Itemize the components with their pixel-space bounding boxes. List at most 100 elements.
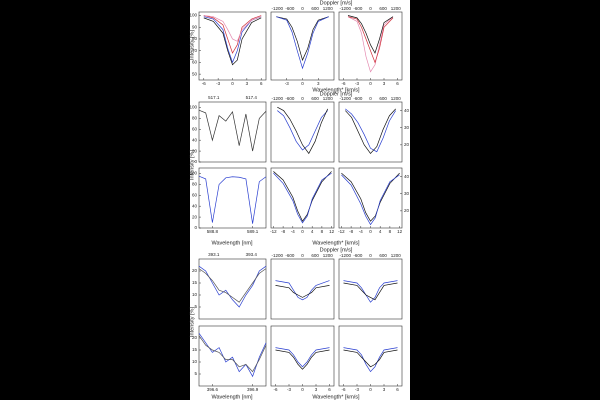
x-axis-label: Wavelength* [km/s] bbox=[312, 240, 360, 246]
doppler-tick-label: 0 bbox=[301, 253, 304, 258]
y-tick-label: 20 bbox=[404, 208, 410, 213]
series-line bbox=[198, 109, 267, 152]
doppler-tick-label: 0 bbox=[369, 6, 372, 11]
x-tick-label: 8 bbox=[389, 229, 392, 234]
x-tick-label: -6 bbox=[341, 387, 345, 392]
doppler-tick-label: 1200 bbox=[391, 6, 402, 11]
series-line bbox=[345, 108, 396, 153]
doppler-tick-label: 600 bbox=[379, 6, 387, 11]
x-tick-label: 6 bbox=[396, 387, 399, 392]
x-tick-label: -3 bbox=[287, 387, 291, 392]
series-line bbox=[343, 349, 398, 368]
y-tick-label: 40 bbox=[404, 174, 410, 179]
series-line bbox=[275, 349, 330, 370]
series-line bbox=[273, 171, 332, 222]
x-tick-label: -3 bbox=[285, 81, 289, 86]
doppler-tick-label: -1200 bbox=[272, 96, 284, 101]
x-tick-label: 6 bbox=[260, 81, 263, 86]
x-tick-label: 396.9 bbox=[247, 387, 259, 392]
x-tick-label: -6 bbox=[273, 387, 277, 392]
x-tick-label: -8 bbox=[349, 229, 353, 234]
x-tick-label: -3 bbox=[355, 81, 359, 86]
y-axis-label: Intensity [%] bbox=[189, 30, 195, 60]
panel-frame bbox=[198, 325, 267, 387]
line-annotation: 517.4 bbox=[246, 95, 258, 100]
doppler-tick-label: -600 bbox=[353, 253, 363, 258]
y-tick-label: 20 bbox=[404, 142, 410, 147]
doppler-tick-label: -600 bbox=[285, 253, 295, 258]
doppler-tick-label: 0 bbox=[301, 6, 304, 11]
doppler-tick-label: 1200 bbox=[391, 253, 402, 258]
x-tick-label: 12 bbox=[329, 229, 335, 234]
doppler-tick-label: -1200 bbox=[340, 6, 352, 11]
series-line bbox=[198, 335, 267, 373]
x-tick-label: -12 bbox=[338, 229, 345, 234]
doppler-tick-label: 1200 bbox=[323, 253, 334, 258]
x-tick-label: 4 bbox=[379, 229, 382, 234]
y-tick-label: 60 bbox=[192, 126, 198, 131]
series-line bbox=[203, 15, 262, 54]
x-axis-label: Wavelength* [km/s] bbox=[312, 87, 360, 93]
x-tick-label: 0 bbox=[301, 81, 304, 86]
x-tick-label: 3 bbox=[317, 81, 320, 86]
series-line bbox=[341, 174, 400, 226]
x-tick-label: 3 bbox=[246, 81, 249, 86]
series-line bbox=[341, 172, 400, 222]
panel-frame bbox=[198, 258, 267, 320]
panel-frame bbox=[270, 258, 335, 320]
y-tick-label: 10 bbox=[192, 292, 198, 297]
x-tick-label: 0 bbox=[231, 81, 234, 86]
x-tick-label: 396.6 bbox=[207, 387, 219, 392]
series-line bbox=[276, 16, 329, 62]
y-tick-label: 80 bbox=[192, 182, 198, 187]
x-axis-label: Wavelength* [km/s] bbox=[312, 394, 360, 400]
y-tick-label: 100 bbox=[189, 171, 197, 176]
panel-frame bbox=[338, 258, 403, 320]
series-line bbox=[203, 16, 262, 64]
series-line bbox=[343, 280, 398, 303]
y-tick-label: 20 bbox=[192, 214, 198, 219]
line-annotation: 393.4 bbox=[246, 252, 258, 257]
doppler-tick-label: 600 bbox=[311, 6, 319, 11]
series-line bbox=[203, 17, 262, 66]
doppler-tick-label: 600 bbox=[379, 96, 387, 101]
panel-frame bbox=[270, 101, 335, 163]
y-tick-label: 20 bbox=[192, 268, 198, 273]
series-line bbox=[347, 16, 394, 73]
doppler-tick-label: 600 bbox=[311, 96, 319, 101]
figure-background bbox=[190, 0, 410, 400]
x-tick-label: 4 bbox=[311, 229, 314, 234]
y-tick-label: 80 bbox=[192, 36, 198, 41]
doppler-tick-label: -1200 bbox=[272, 6, 284, 11]
x-tick-label: 0 bbox=[369, 81, 372, 86]
series-line bbox=[345, 108, 396, 154]
x-axis-label: Wavelength [nm] bbox=[211, 240, 253, 246]
y-tick-label: 70 bbox=[192, 48, 198, 53]
series-line bbox=[198, 265, 267, 308]
x-tick-label: 589.1 bbox=[247, 229, 259, 234]
series-line bbox=[343, 347, 398, 373]
x-tick-label: -12 bbox=[270, 229, 277, 234]
x-tick-label: 588.8 bbox=[207, 229, 219, 234]
series-line bbox=[277, 106, 329, 155]
series-line bbox=[203, 15, 262, 42]
y-tick-label: 5 bbox=[194, 304, 197, 309]
series-line bbox=[343, 282, 398, 301]
doppler-tick-label: 600 bbox=[379, 253, 387, 258]
doppler-tick-label: -600 bbox=[285, 96, 295, 101]
y-tick-label: 90 bbox=[192, 24, 198, 29]
series-line bbox=[276, 16, 329, 70]
y-tick-label: 20 bbox=[192, 148, 198, 153]
series-line bbox=[198, 332, 267, 378]
series-line bbox=[347, 15, 394, 54]
y-tick-label: 100 bbox=[189, 13, 197, 18]
y-tick-label: 60 bbox=[192, 192, 198, 197]
y-axis-label: Intensity [%] bbox=[189, 307, 195, 337]
y-tick-label: 20 bbox=[192, 335, 198, 340]
series-line bbox=[275, 280, 330, 301]
y-tick-label: 30 bbox=[404, 125, 410, 130]
y-tick-label: 5 bbox=[194, 371, 197, 376]
doppler-tick-label: 1200 bbox=[323, 6, 334, 11]
x-tick-label: -3 bbox=[355, 387, 359, 392]
series-line bbox=[198, 175, 267, 224]
